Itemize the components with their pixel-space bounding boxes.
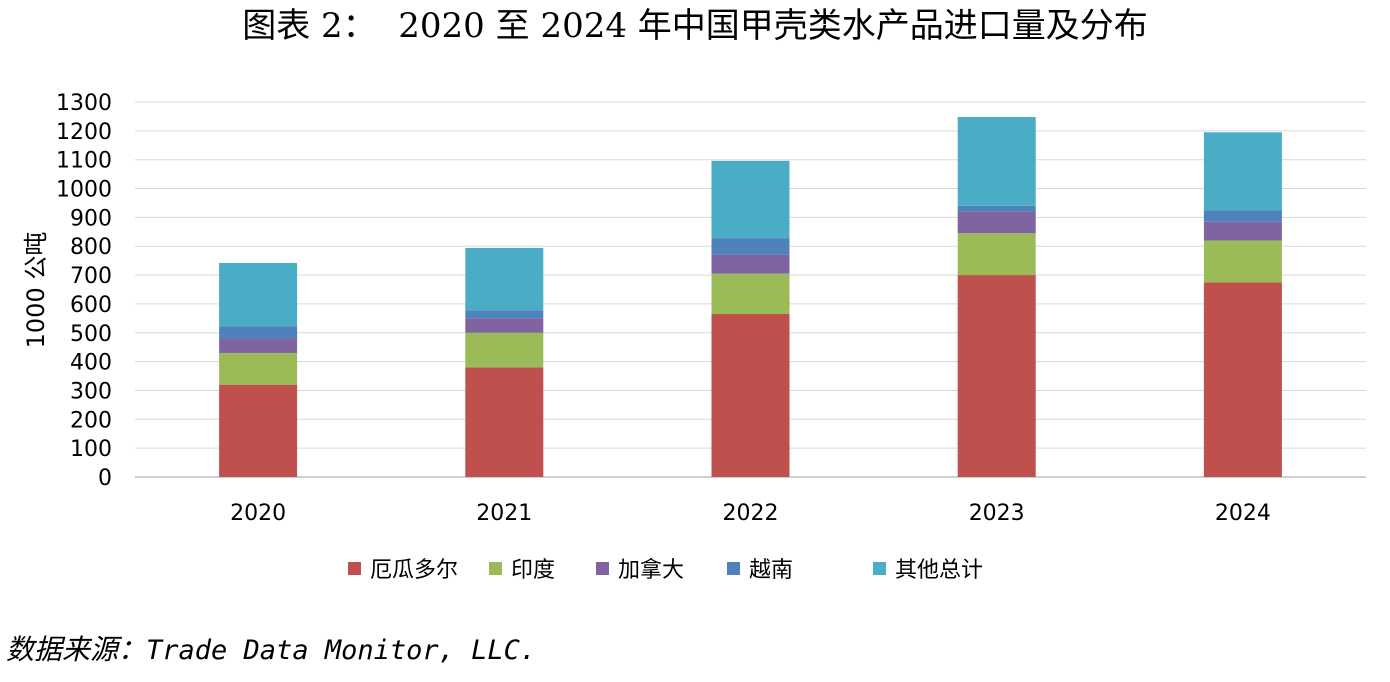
y-tick-label: 600	[70, 293, 112, 318]
y-tick-label: 1000	[56, 178, 112, 203]
legend-label: 厄瓜多尔	[370, 558, 458, 583]
bar-segment	[465, 247, 544, 311]
bar-segment	[957, 205, 1036, 212]
bar-segment	[957, 211, 1036, 234]
x-tick-label: 2022	[723, 501, 779, 526]
source-text: Trade Data Monitor, LLC.	[146, 635, 537, 666]
bar-segment	[711, 254, 790, 274]
bar-segment	[711, 160, 790, 239]
bars	[219, 117, 1282, 477]
y-tick-label: 500	[70, 322, 112, 347]
bar-segment	[219, 352, 298, 385]
legend-swatch	[596, 562, 609, 575]
bar-segment	[219, 262, 298, 327]
legend-item: 越南	[727, 558, 793, 583]
bar-segment	[465, 310, 544, 319]
bar-segment	[1203, 240, 1282, 283]
legend-label: 加拿大	[618, 557, 684, 583]
bar-segment	[957, 117, 1036, 206]
legend-label: 越南	[749, 558, 793, 583]
bar-segment	[711, 273, 790, 315]
legend-item: 其他总计	[873, 558, 983, 583]
legend-label: 其他总计	[895, 558, 983, 583]
x-tick-label: 2024	[1215, 501, 1271, 526]
y-tick-label: 300	[70, 379, 112, 404]
chart-title: 图表 2： 2020 至 2024 年中国甲壳类水产品进口量及分布	[242, 6, 1148, 46]
bar-segment	[711, 238, 790, 255]
bar-segment	[465, 332, 544, 368]
x-axis-ticks: 2020 2021 2022 2023 2024	[230, 501, 1271, 526]
bar-segment	[219, 338, 298, 353]
y-tick-label: 1300	[56, 91, 112, 116]
legend-item: 印度	[489, 558, 555, 583]
x-tick-label: 2021	[476, 501, 532, 526]
bar-segment	[1203, 210, 1282, 222]
bar-segment	[957, 275, 1036, 477]
y-tick-label: 0	[98, 466, 112, 491]
y-tick-label: 1100	[56, 149, 112, 174]
legend-swatch	[727, 562, 740, 575]
bar-segment	[219, 326, 298, 339]
legend-label: 印度	[511, 558, 555, 583]
y-tick-label: 200	[70, 408, 112, 433]
legend: 厄瓜多尔 印度 加拿大 越南 其他总计	[348, 557, 983, 583]
bar-segment	[1203, 282, 1282, 477]
source-note: 数据来源：Trade Data Monitor, LLC.	[6, 630, 536, 671]
bar-segment	[711, 314, 790, 477]
y-tick-label: 900	[70, 206, 112, 231]
legend-swatch	[873, 562, 886, 575]
bar-segment	[465, 318, 544, 333]
bar-segment	[1203, 221, 1282, 241]
legend-swatch	[489, 562, 502, 575]
legend-item: 加拿大	[596, 557, 684, 583]
bar-segment	[465, 367, 544, 477]
source-prefix: 数据来源：	[6, 633, 147, 666]
x-tick-label: 2020	[230, 501, 286, 526]
legend-swatch	[348, 562, 361, 575]
bar-segment	[957, 233, 1036, 276]
legend-item: 厄瓜多尔	[348, 558, 458, 583]
y-axis-label: 1000 公吨	[22, 232, 50, 349]
y-tick-label: 100	[70, 437, 112, 462]
y-tick-label: 800	[70, 235, 112, 260]
y-tick-label: 700	[70, 264, 112, 289]
y-axis-ticks: 0 100 200 300 400 500 600 700 800 900 1000 1100 1200…	[56, 91, 112, 491]
bar-segment	[1203, 132, 1282, 211]
bar-segment	[219, 384, 298, 477]
x-tick-label: 2023	[969, 501, 1025, 526]
y-tick-label: 400	[70, 351, 112, 376]
y-tick-label: 1200	[56, 120, 112, 145]
